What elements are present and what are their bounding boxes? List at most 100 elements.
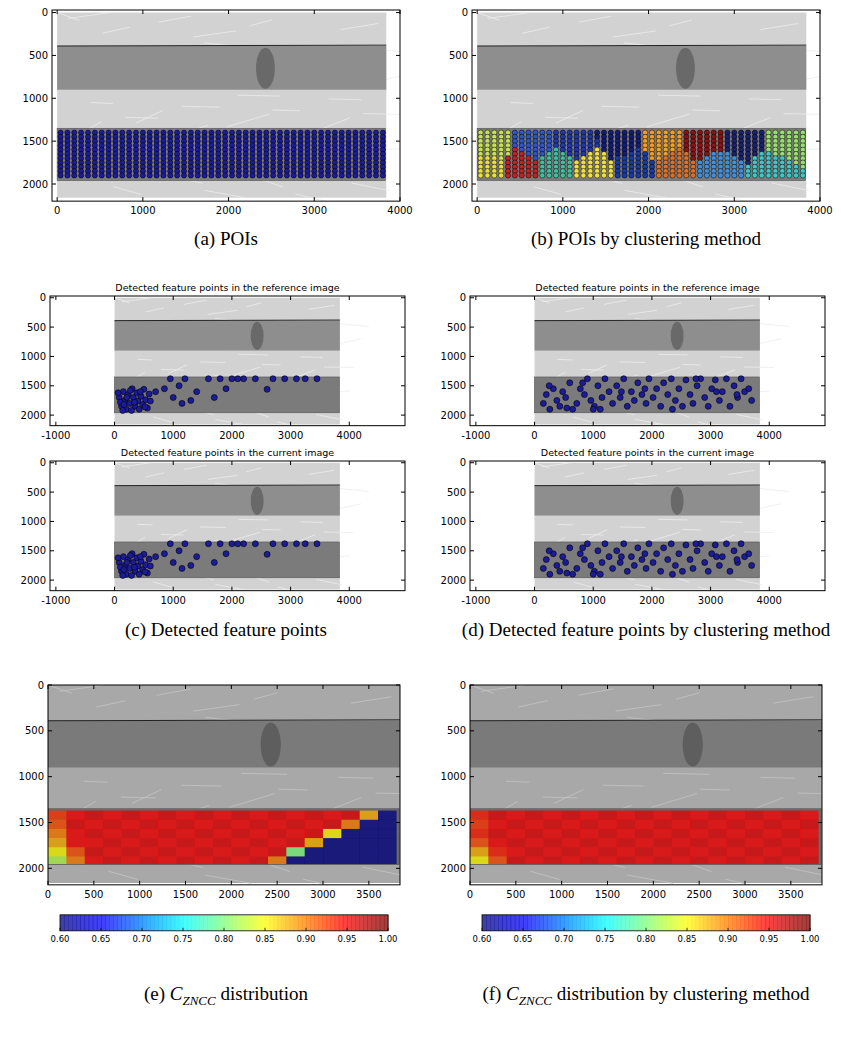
y-tick <box>50 385 54 386</box>
feature-point <box>687 557 693 563</box>
caption-part: Detected <box>484 619 557 640</box>
photo-scratch <box>772 183 810 191</box>
x-tick <box>400 197 401 201</box>
zncc-cell <box>360 847 379 856</box>
photo-scratch <box>581 369 603 371</box>
x-tick <box>114 461 115 465</box>
poi <box>567 173 572 178</box>
feature-point <box>153 554 159 560</box>
feature-point <box>554 562 560 568</box>
feature-point <box>557 568 563 574</box>
feature-point <box>176 548 182 554</box>
feature-point <box>170 560 176 566</box>
zncc-cell <box>231 838 250 847</box>
feature-point <box>574 400 580 406</box>
poi <box>257 173 262 178</box>
zncc-cell <box>85 820 104 829</box>
x-tick-label: 2000 <box>639 595 664 606</box>
y-tick <box>52 141 56 142</box>
photo-scratch <box>692 109 719 111</box>
feature-point <box>595 383 601 389</box>
x-tick-label: -1000 <box>461 595 490 606</box>
photo-scratch <box>309 305 335 309</box>
zncc-cell <box>66 847 85 856</box>
feature-point <box>570 571 576 577</box>
zncc-cell <box>286 838 305 847</box>
x-tick-label: -1000 <box>41 595 70 606</box>
feature-point <box>124 395 130 401</box>
feature-point <box>676 551 682 557</box>
feature-point <box>167 541 173 547</box>
photo-scratch <box>168 365 187 374</box>
photo-scratch <box>329 98 362 100</box>
feature-point <box>167 376 173 382</box>
photo-scratch <box>205 875 251 883</box>
x-tick-label: 4000 <box>757 595 782 606</box>
y-tick <box>401 415 405 416</box>
y-tick <box>396 98 400 99</box>
poi <box>718 173 723 178</box>
feature-point <box>588 562 594 568</box>
photo-scratch <box>182 106 220 108</box>
x-tick <box>55 296 56 300</box>
photo-specimen <box>115 542 340 578</box>
x-tick <box>534 296 535 300</box>
x-tick <box>290 461 291 465</box>
feature-point <box>661 545 667 551</box>
feature-point <box>672 397 678 403</box>
photo-scratch <box>295 194 328 201</box>
x-tick <box>651 422 652 426</box>
photo-scratch <box>145 308 164 312</box>
feature-point <box>617 395 623 401</box>
x-tick <box>231 461 232 465</box>
zncc-cell <box>231 829 250 838</box>
x-tick-label: 0 <box>111 430 117 441</box>
plot-area <box>115 298 369 426</box>
poi <box>243 173 248 178</box>
y-tick <box>52 12 56 13</box>
photo-scratch <box>522 27 549 33</box>
zncc-cell <box>231 847 250 856</box>
feature-point <box>588 397 594 403</box>
photo-strip <box>48 721 400 768</box>
photo-scratch <box>533 187 560 195</box>
poi <box>65 173 70 178</box>
photo-scratch <box>84 781 108 783</box>
poi <box>670 173 675 178</box>
poi <box>339 173 344 178</box>
feature-point <box>683 377 689 383</box>
caption: (b) POIs by clustering method <box>531 228 762 250</box>
feature-point <box>127 387 133 393</box>
poi <box>636 173 641 178</box>
photo-scratch <box>161 534 183 536</box>
feature-point <box>617 560 623 566</box>
photo-scratch <box>250 20 272 26</box>
feature-point <box>264 551 270 557</box>
feature-point <box>223 386 229 392</box>
y-tick <box>470 492 474 493</box>
photo-scratch <box>729 305 755 309</box>
y-tick <box>50 327 54 328</box>
poi <box>684 173 689 178</box>
photo-scratch <box>300 356 322 358</box>
feature-point <box>731 548 737 554</box>
caption-part: by <box>665 619 689 640</box>
x-tick <box>228 10 229 14</box>
y-tick-label: 1500 <box>21 380 46 391</box>
feature-point <box>194 554 200 560</box>
x-tick-label: 0 <box>474 205 480 216</box>
zncc-cell <box>195 811 214 820</box>
zncc-cell <box>250 829 269 838</box>
x-tick-label: 0 <box>531 430 537 441</box>
feature-point <box>679 568 685 574</box>
y-tick <box>396 141 400 142</box>
poi <box>264 173 269 178</box>
photo-scratch <box>620 361 646 363</box>
x-tick <box>55 587 56 591</box>
y-tick <box>816 12 820 13</box>
x-tick <box>231 587 232 591</box>
photo-scratch <box>565 308 584 312</box>
x-tick <box>173 422 174 426</box>
feature-point <box>554 397 560 403</box>
y-tick-label: 0 <box>460 457 466 468</box>
